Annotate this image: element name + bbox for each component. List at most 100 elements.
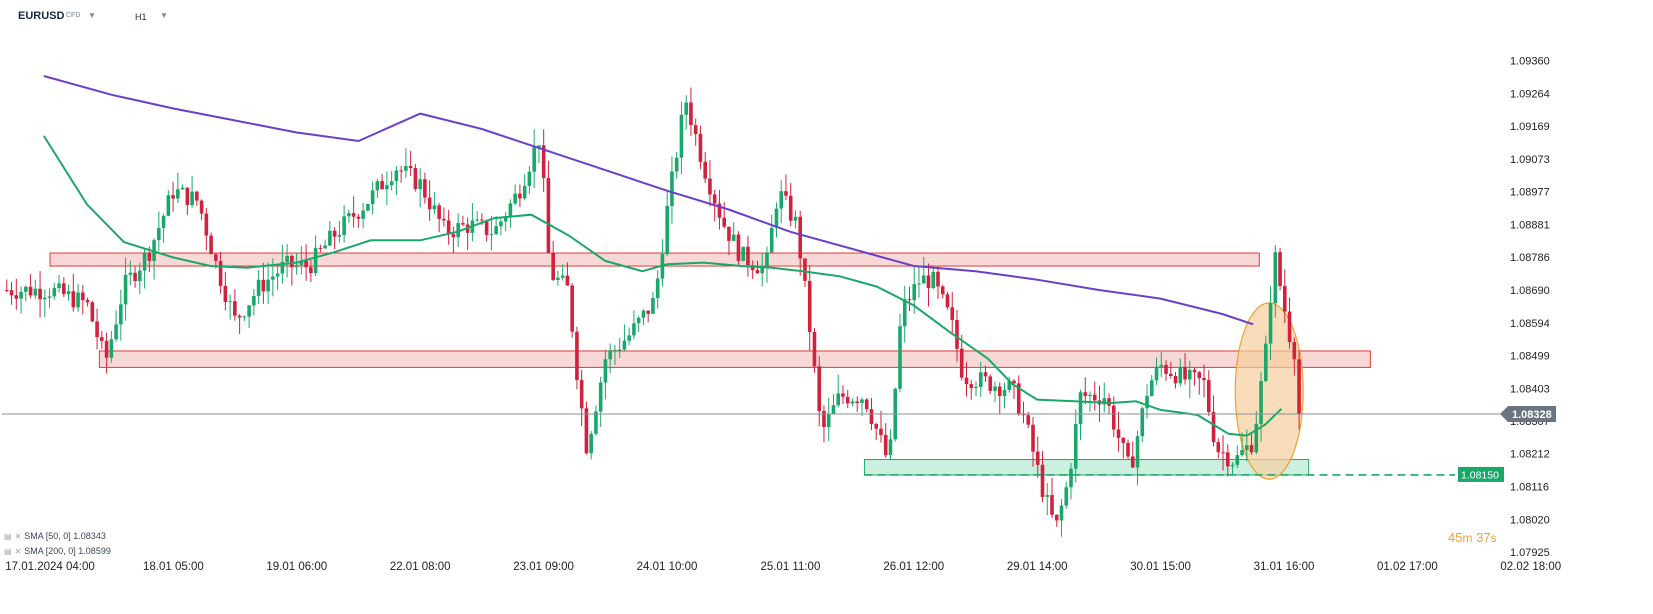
candle-body xyxy=(166,195,171,216)
candle-body xyxy=(157,227,161,241)
candle-body xyxy=(1225,452,1230,467)
y-tick-label: 1.08212 xyxy=(1510,449,1550,461)
y-tick-label: 1.09169 xyxy=(1510,121,1550,133)
close-icon[interactable]: ✕ xyxy=(14,532,22,541)
candle-body xyxy=(693,125,698,135)
candle-body xyxy=(5,290,9,292)
candle-body xyxy=(347,213,351,217)
candle-body xyxy=(1235,455,1240,465)
candle-body xyxy=(1187,369,1192,380)
candle-body xyxy=(1116,429,1121,438)
candle-body xyxy=(1259,381,1263,424)
timer-seconds-unit: s xyxy=(1490,531,1497,545)
symbol-dropdown-icon[interactable]: ▼ xyxy=(88,11,96,20)
candle-body xyxy=(275,273,280,277)
candle-body xyxy=(114,324,118,340)
candle-body xyxy=(147,253,152,261)
candle-body xyxy=(589,433,593,454)
indicator-settings-icon[interactable]: ▤ xyxy=(4,532,12,541)
candle-body xyxy=(52,288,57,297)
candle-body xyxy=(565,275,570,286)
candle-body xyxy=(513,193,517,204)
x-tick-label: 24.01 10:00 xyxy=(637,561,698,573)
candle-body xyxy=(394,170,399,182)
indicator-settings-icon[interactable]: ▤ xyxy=(4,547,12,556)
candle-body xyxy=(575,331,579,381)
candle-body xyxy=(427,197,432,210)
timeframe-dropdown-icon[interactable]: ▼ xyxy=(160,11,168,20)
candle-body xyxy=(9,290,14,296)
candle-body xyxy=(993,386,997,391)
candle-body xyxy=(888,439,893,456)
candle-body xyxy=(62,283,66,295)
candle-body xyxy=(370,190,375,205)
x-tick-label: 17.01.2024 04:00 xyxy=(5,561,95,573)
candle-body xyxy=(594,411,598,434)
indicator-sma200[interactable]: ▤ ✕ SMA [200, 0] 1.08599 xyxy=(4,546,111,556)
candle-body xyxy=(1244,445,1249,451)
candle-body xyxy=(123,274,128,305)
tags-layer: 1.08328 1.08150 xyxy=(1458,405,1556,482)
candle-body xyxy=(703,161,707,179)
candle-body xyxy=(128,272,133,275)
candle-body xyxy=(480,219,484,221)
candle-body xyxy=(508,203,513,217)
timeframe-label[interactable]: H1 xyxy=(135,12,147,22)
candle-body xyxy=(503,216,508,222)
candle-body xyxy=(603,359,608,383)
y-tick-label: 1.08786 xyxy=(1510,252,1550,264)
candle-body xyxy=(290,255,294,268)
candle-body xyxy=(622,340,627,350)
x-tick-label: 02.02 18:00 xyxy=(1500,561,1561,573)
candle-body xyxy=(256,279,261,297)
candle-body xyxy=(1102,398,1107,405)
candle-body xyxy=(142,253,147,271)
y-tick-label: 1.08690 xyxy=(1510,285,1550,297)
candle-body xyxy=(47,296,52,298)
candle-body xyxy=(826,413,831,428)
candle-body xyxy=(1197,372,1202,379)
candle-body xyxy=(19,291,23,299)
candle-body xyxy=(309,267,313,274)
x-tick-label: 19.01 06:00 xyxy=(266,561,327,573)
x-tick-label: 23.01 09:00 xyxy=(513,561,574,573)
candle-body xyxy=(1078,392,1083,424)
y-axis: 1.09360 1.09264 1.09169 1.09073 1.08977 1.088… xyxy=(1510,56,1550,559)
candle-body xyxy=(1249,445,1254,453)
candle-body xyxy=(432,205,437,210)
candle-body xyxy=(332,230,337,237)
candle-body xyxy=(190,191,194,206)
candle-body xyxy=(285,255,289,262)
candle-body xyxy=(100,337,104,341)
candle-body xyxy=(788,195,793,221)
candle-body xyxy=(280,261,285,274)
close-icon[interactable]: ✕ xyxy=(14,547,22,556)
x-tick-label: 01.02 17:00 xyxy=(1377,561,1438,573)
y-tick-label: 1.09073 xyxy=(1510,154,1550,166)
candle-body xyxy=(313,247,318,274)
candle-body xyxy=(717,203,722,218)
candle-body xyxy=(974,386,978,389)
candle-body xyxy=(1283,286,1287,312)
candle-body xyxy=(242,316,247,318)
y-tick-label: 1.08499 xyxy=(1510,350,1550,362)
candle-body xyxy=(299,260,304,265)
candle-body xyxy=(356,216,361,219)
candle-body xyxy=(1059,505,1064,521)
candle-body xyxy=(38,288,42,300)
candle-body xyxy=(489,234,494,236)
candle-body xyxy=(461,223,465,225)
candle-body xyxy=(218,260,223,286)
candle-body xyxy=(860,399,864,404)
candle-body xyxy=(651,298,655,314)
candle-body xyxy=(1168,373,1173,377)
candle-body xyxy=(133,272,137,282)
x-tick-label: 26.01 12:00 xyxy=(883,561,944,573)
candle-body xyxy=(361,210,365,219)
indicator-sma50[interactable]: ▤ ✕ SMA [50, 0] 1.08343 xyxy=(4,531,106,541)
symbol-label[interactable]: EURUSD xyxy=(18,10,65,22)
y-tick-label: 1.08020 xyxy=(1510,514,1550,526)
candle-body xyxy=(608,350,612,360)
candle-body xyxy=(43,297,47,300)
